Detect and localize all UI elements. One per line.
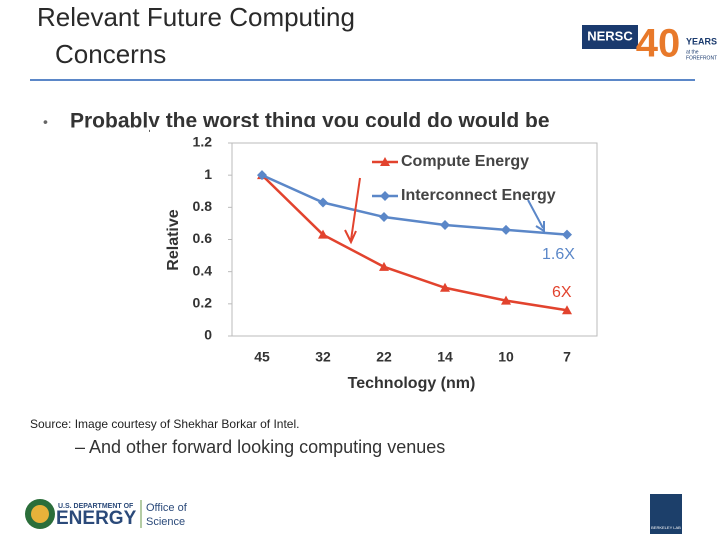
- point: [562, 229, 572, 240]
- annotation: 6X: [552, 284, 572, 301]
- logo-text: U.S. DEPARTMENT OF: [58, 503, 134, 510]
- logo-text: BERKELEY LAB: [651, 525, 681, 530]
- lab-badge: [650, 494, 682, 534]
- arrow: [344, 177, 361, 245]
- point: [562, 305, 572, 315]
- y-axis-label: Relative: [165, 209, 182, 270]
- y-tick-label: 0.6: [193, 230, 213, 246]
- nersc-badge: [582, 25, 638, 49]
- point: [501, 295, 511, 305]
- logo-text: Office of: [146, 502, 188, 514]
- source-text: Source: Image courtesy of Shekhar Borkar…: [30, 417, 299, 431]
- logo-text: at the: [686, 49, 699, 55]
- legend-label: Interconnect Energy: [401, 187, 556, 204]
- point: [318, 229, 328, 239]
- y-tick-label: 0.4: [193, 262, 213, 278]
- series-line: [261, 174, 568, 236]
- legend-marker: [380, 191, 390, 201]
- x-tick-label: 32: [315, 349, 331, 365]
- x-tick-label: 45: [254, 349, 270, 365]
- source-bg: [22, 410, 622, 438]
- title-line: Concerns: [55, 39, 166, 69]
- legend-label: Compute Energy: [401, 153, 529, 170]
- x-tick-label: 22: [376, 349, 392, 365]
- y-tick-label: 0: [204, 327, 212, 343]
- y-tick-label: 0.2: [193, 295, 213, 311]
- legend-marker: [380, 157, 390, 166]
- point: [501, 224, 511, 235]
- chart: 0 0.2 0.4 0.6 0.8 1 1.2 45 32 22 14 10 7 Technology (…: [165, 134, 598, 392]
- logo-text: NERSC: [587, 28, 633, 43]
- x-tick-label: 7: [563, 349, 571, 365]
- point: [318, 197, 328, 208]
- x-tick-label: 10: [498, 349, 514, 365]
- point: [257, 170, 267, 181]
- bullet-dot: •: [43, 114, 48, 130]
- logo-text: 40: [636, 22, 681, 66]
- sub-bullet-text: – And other forward looking computing ve…: [75, 437, 445, 457]
- point: [379, 261, 389, 271]
- point: [440, 282, 450, 292]
- series-line: [261, 174, 568, 312]
- logo-text: Science: [146, 516, 185, 528]
- y-tick-label: 0.8: [193, 198, 213, 214]
- x-tick-label: 14: [437, 349, 453, 365]
- plot-frame: [231, 142, 598, 337]
- bullet-text: Probably the worst thing you could do wo…: [70, 110, 550, 133]
- arrow: [527, 199, 545, 233]
- x-axis-label: Technology (nm): [348, 375, 476, 392]
- point: [440, 220, 450, 231]
- logo-text: FOREFRONT: [686, 55, 717, 61]
- logo-text: ENERGY: [56, 508, 137, 529]
- title-line: Relevant Future Computing: [37, 2, 355, 32]
- doe-seal-inner: [31, 505, 49, 523]
- y-tick-label: 1: [204, 166, 212, 182]
- point: [379, 211, 389, 222]
- y-tick-label: 1.2: [193, 134, 213, 150]
- annotation: 1.6X: [542, 246, 575, 263]
- logo-text: YEARS: [686, 36, 717, 46]
